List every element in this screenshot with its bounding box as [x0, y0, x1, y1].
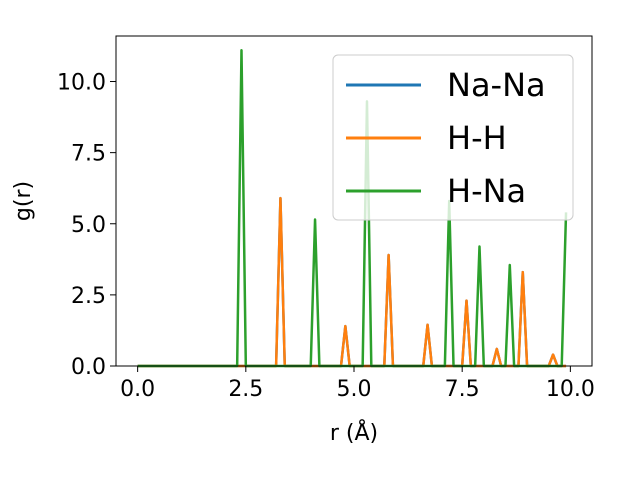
- x-axis: 0.0 2.5 5.0 7.5 10.0: [120, 366, 595, 402]
- legend-label: Na-Na: [447, 66, 546, 104]
- y-tick-label: 7.5: [71, 142, 106, 167]
- x-tick-label: 10.0: [546, 377, 595, 402]
- legend-label: H-H: [447, 119, 507, 157]
- x-axis-label: r (Å): [330, 419, 378, 446]
- legend-label: H-Na: [447, 172, 526, 210]
- x-tick-label: 0.0: [120, 377, 155, 402]
- y-tick-label: 5.0: [71, 213, 106, 238]
- x-tick-label: 5.0: [337, 377, 372, 402]
- y-tick-label: 2.5: [71, 284, 106, 309]
- x-tick-label: 7.5: [445, 377, 480, 402]
- y-axis-label: g(r): [11, 181, 36, 221]
- series-line-h-h: [137, 196, 567, 368]
- x-tick-label: 2.5: [228, 377, 263, 402]
- series-line-na-na: [137, 196, 567, 368]
- y-tick-label: 0.0: [71, 355, 106, 380]
- y-axis: 0.0 2.5 5.0 7.5 10.0: [57, 71, 116, 380]
- legend-box: [332, 54, 574, 221]
- legend: Na-Na H-H H-Na: [332, 54, 574, 221]
- y-tick-label: 10.0: [57, 71, 106, 96]
